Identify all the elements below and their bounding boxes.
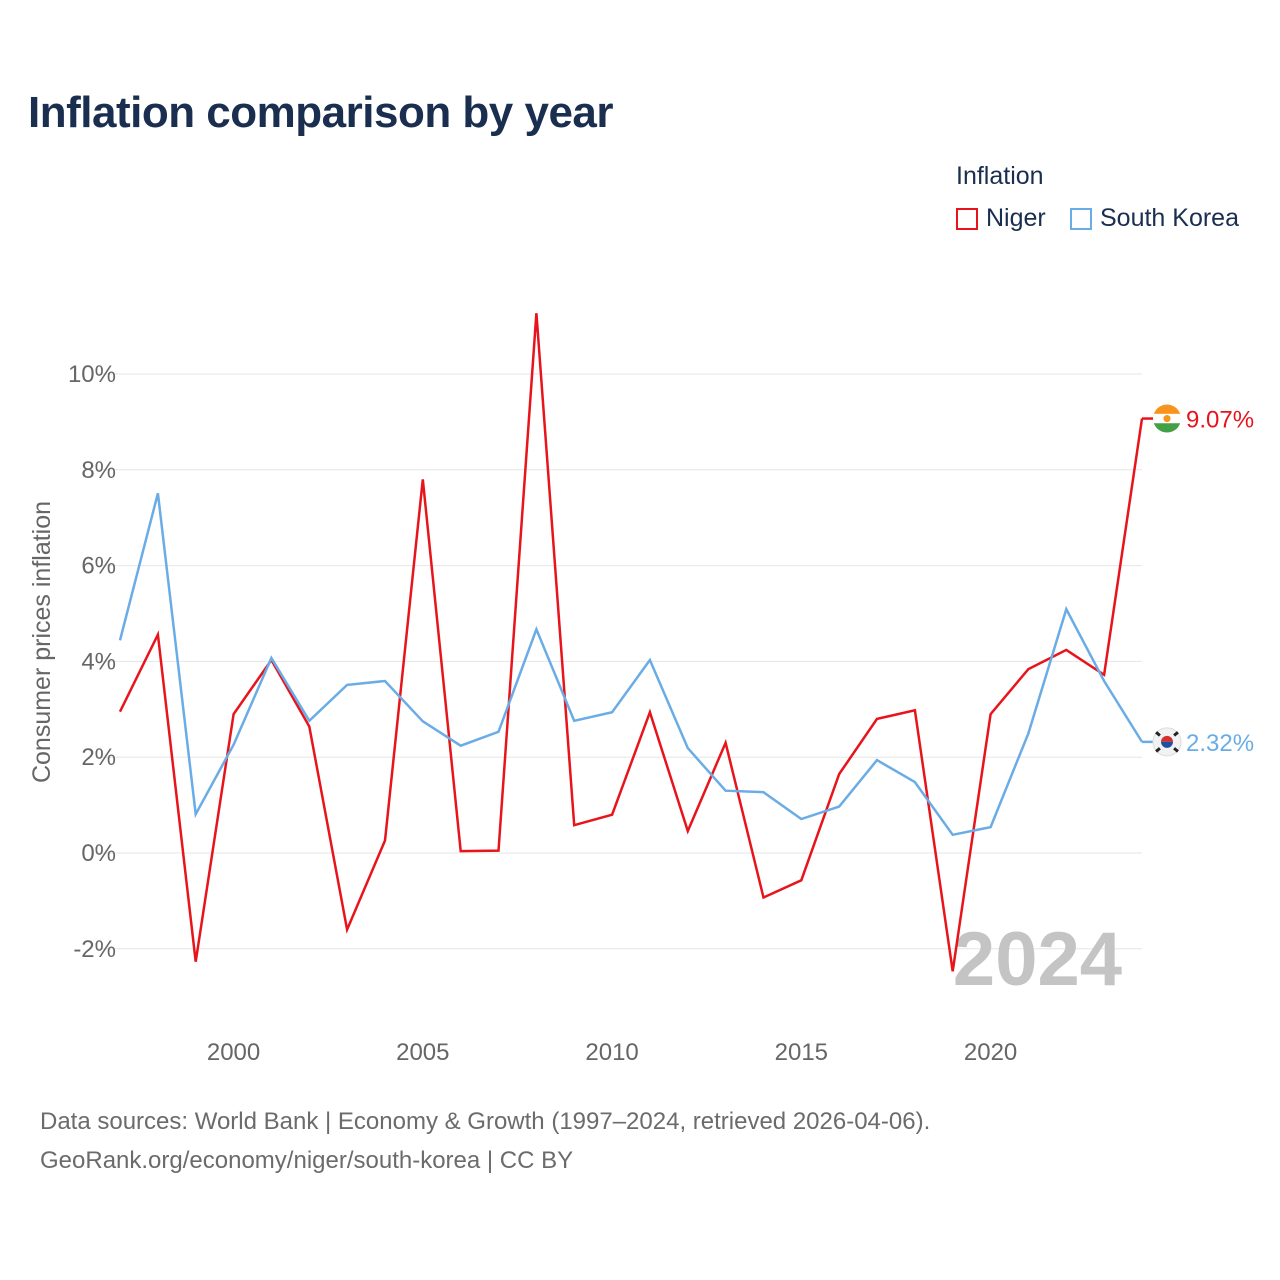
niger-flag-orange [1153,404,1181,414]
legend-label-niger: Niger [986,204,1046,232]
legend-title: Inflation [956,162,1044,190]
korea-flag-red [1161,735,1173,742]
series-lines [118,313,1144,972]
y-tick-label: -2% [73,936,116,963]
niger-flag-sun [1163,414,1171,423]
korea-flag-trigram-0 [1155,731,1161,737]
footer-sources: Data sources: World Bank | Economy & Gro… [40,1108,931,1135]
series-line-niger [118,313,1144,972]
y-axis-ticks: -2% 0% 2% 4% 6% 8% 10% [68,361,116,963]
korea-flag-trigram-3 [1173,747,1179,753]
y-tick-label: 0% [81,840,116,867]
y-tick-label: 10% [68,361,116,388]
legend-label-south-korea: South Korea [1100,204,1239,232]
x-tick-label: 2005 [396,1039,449,1066]
series-line-south-korea [118,492,1144,837]
korea-flag-blue [1161,741,1173,748]
korea-flag-trigram-1 [1173,731,1179,737]
x-tick-label: 2020 [964,1039,1017,1066]
end-label-niger: 9.07% [1186,407,1254,434]
footer-link[interactable]: GeoRank.org/economy/niger/south-korea | … [40,1147,574,1174]
y-tick-label: 4% [81,648,116,675]
legend-item-south-korea[interactable]: South Korea [1070,204,1239,233]
series-end-labels: 9.07% 2.32% [1142,404,1254,757]
legend-swatch-south-korea [1070,207,1092,230]
legend-item-niger[interactable]: Niger [956,204,1046,233]
x-axis-ticks: 2000 2005 2010 2015 2020 [207,1039,1017,1066]
x-tick-label: 2010 [585,1039,638,1066]
end-label-south-korea: 2.32% [1186,730,1254,757]
niger-flag-green [1153,423,1181,433]
niger-flag-stripes [1153,404,1181,433]
x-tick-label: 2000 [207,1039,260,1066]
korea-flag-trigram-2 [1155,747,1161,753]
y-tick-label: 2% [81,744,116,771]
gridlines [98,373,1142,950]
y-tick-label: 6% [81,553,116,580]
legend-swatch-niger [956,207,978,230]
chart-title: Inflation comparison by year [28,88,614,137]
y-tick-label: 8% [81,457,116,484]
year-watermark: 2024 [953,917,1122,1002]
niger-flag-icon [1153,404,1181,433]
south-korea-flag-icon [1152,727,1182,757]
x-tick-label: 2015 [775,1039,828,1066]
y-axis-label: Consumer prices inflation [28,501,56,783]
